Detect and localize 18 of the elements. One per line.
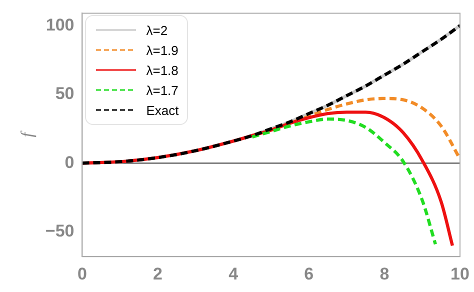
legend-label: λ=1.8	[146, 62, 178, 78]
y-tick-label: 100	[46, 15, 74, 34]
x-tick-label: 10	[450, 264, 470, 284]
x-tick-label: 4	[228, 264, 239, 284]
legend-label: λ=2	[146, 22, 168, 38]
y-tick-label: −50	[45, 222, 74, 241]
x-tick-label: 2	[153, 264, 163, 284]
y-axis-title: f	[18, 130, 37, 138]
x-tick-label: 8	[380, 264, 390, 284]
y-tick-label: 50	[55, 84, 74, 104]
x-tick-label: 0	[78, 264, 87, 284]
legend-label: λ=1.7	[146, 82, 178, 98]
legend-label: λ=1.9	[146, 42, 178, 58]
line-series	[82, 24, 460, 165]
legend-label: Exact	[146, 102, 179, 118]
line-series	[250, 117, 438, 246]
y-tick-label: 0	[64, 152, 74, 172]
x-tick-label: 6	[304, 264, 314, 284]
